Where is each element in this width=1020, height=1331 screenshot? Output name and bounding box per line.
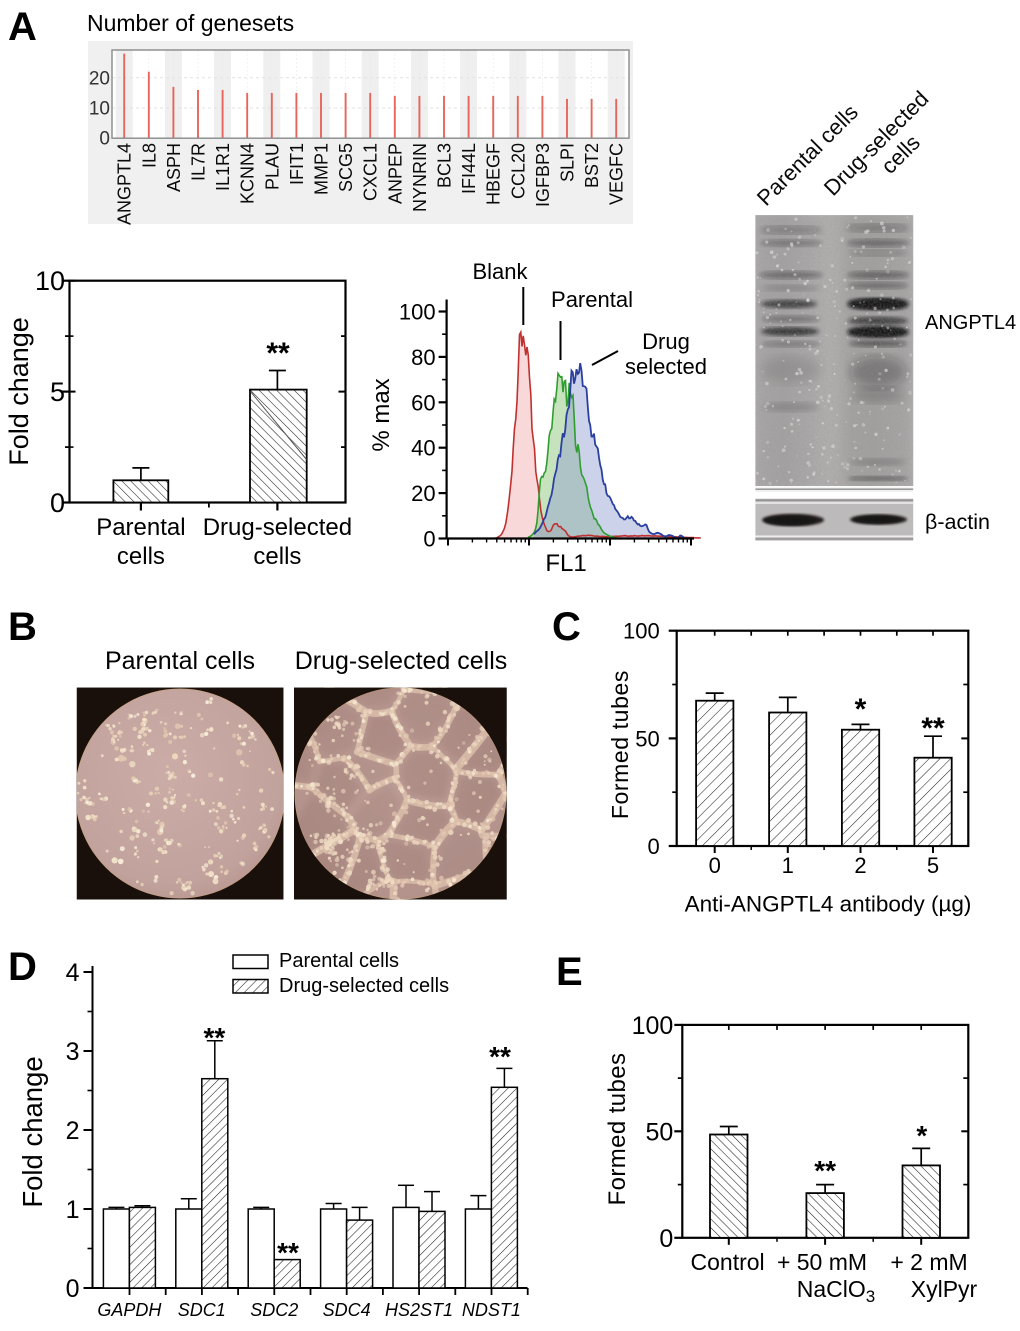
svg-text:β-actin: β-actin <box>925 510 990 534</box>
svg-text:+ 2 mM: + 2 mM <box>890 1249 967 1275</box>
svg-text:0: 0 <box>647 834 659 859</box>
svg-text:4: 4 <box>66 959 80 987</box>
svg-text:Drug-selected: Drug-selected <box>203 514 352 541</box>
svg-text:CCL20: CCL20 <box>508 143 528 199</box>
svg-text:selected: selected <box>625 354 707 379</box>
svg-text:80: 80 <box>411 345 435 370</box>
svg-text:Parental: Parental <box>96 514 185 541</box>
svg-text:Parental cells: Parental cells <box>279 950 399 972</box>
svg-text:**: ** <box>921 712 945 745</box>
svg-text:SDC1: SDC1 <box>178 1300 226 1320</box>
svg-text:5: 5 <box>50 377 65 407</box>
svg-text:2: 2 <box>66 1117 80 1145</box>
svg-text:0: 0 <box>50 488 65 518</box>
svg-text:Drug-selected cells: Drug-selected cells <box>295 647 508 675</box>
svg-text:KCNN4: KCNN4 <box>238 143 258 204</box>
svg-text:2: 2 <box>854 853 866 878</box>
svg-text:Formed tubes: Formed tubes <box>607 670 633 819</box>
svg-text:3: 3 <box>66 1038 80 1066</box>
svg-text:Formed tubes: Formed tubes <box>604 1053 631 1206</box>
svg-text:10: 10 <box>89 99 110 120</box>
svg-text:E: E <box>556 950 583 994</box>
svg-text:60: 60 <box>411 390 435 415</box>
svg-text:C: C <box>552 605 581 649</box>
svg-text:% max: % max <box>368 378 395 451</box>
svg-text:0: 0 <box>423 527 435 552</box>
svg-text:**: ** <box>204 1022 226 1053</box>
svg-text:*: * <box>916 1120 927 1151</box>
svg-text:SDC4: SDC4 <box>323 1300 371 1320</box>
svg-text:ANGPTL4: ANGPTL4 <box>925 312 1016 334</box>
svg-text:20: 20 <box>411 481 435 506</box>
svg-text:SCG5: SCG5 <box>336 143 356 192</box>
svg-text:**: ** <box>266 337 290 370</box>
svg-text:HS2ST1: HS2ST1 <box>385 1300 453 1320</box>
svg-text:NDST1: NDST1 <box>462 1300 521 1320</box>
svg-text:Fold change: Fold change <box>4 317 34 466</box>
svg-text:IFI44L: IFI44L <box>459 143 479 194</box>
svg-text:PLAU: PLAU <box>262 143 282 190</box>
svg-text:40: 40 <box>411 436 435 461</box>
svg-text:100: 100 <box>399 300 436 325</box>
svg-text:50: 50 <box>635 726 659 751</box>
svg-text:Blank: Blank <box>472 259 528 284</box>
svg-text:BST2: BST2 <box>582 143 602 188</box>
svg-text:IFIT1: IFIT1 <box>287 143 307 185</box>
svg-text:VEGFC: VEGFC <box>607 143 627 205</box>
svg-text:IL1R1: IL1R1 <box>213 143 233 191</box>
svg-text:IGFBP3: IGFBP3 <box>533 143 553 207</box>
svg-text:**: ** <box>277 1237 299 1268</box>
svg-text:HBEGF: HBEGF <box>484 143 504 205</box>
svg-text:CXCL1: CXCL1 <box>361 143 381 201</box>
svg-text:BCL3: BCL3 <box>435 143 455 188</box>
svg-text:Anti-ANGPTL4 antibody (µg): Anti-ANGPTL4 antibody (µg) <box>685 892 972 917</box>
svg-text:XylPyr: XylPyr <box>911 1276 978 1302</box>
svg-text:IL7R: IL7R <box>189 143 209 181</box>
svg-text:20: 20 <box>89 68 110 89</box>
svg-text:*: * <box>855 693 867 726</box>
svg-text:cells: cells <box>253 543 301 570</box>
svg-text:100: 100 <box>632 1012 674 1040</box>
svg-text:0: 0 <box>709 853 721 878</box>
svg-text:NaClO3: NaClO3 <box>797 1276 875 1306</box>
svg-text:Drug: Drug <box>642 329 690 354</box>
svg-text:0: 0 <box>99 129 110 150</box>
svg-text:**: ** <box>489 1041 511 1072</box>
svg-text:GAPDH: GAPDH <box>97 1300 162 1320</box>
svg-text:Parental: Parental <box>551 287 633 312</box>
svg-text:A: A <box>8 5 37 49</box>
svg-text:ANPEP: ANPEP <box>385 143 405 204</box>
svg-text:MMP1: MMP1 <box>312 143 332 195</box>
svg-text:100: 100 <box>623 619 660 644</box>
svg-text:5: 5 <box>927 853 939 878</box>
svg-text:Drug-selected cells: Drug-selected cells <box>279 975 449 997</box>
svg-text:SDC2: SDC2 <box>250 1300 298 1320</box>
svg-text:0: 0 <box>66 1275 80 1303</box>
svg-text:+ 50 mM: + 50 mM <box>777 1249 867 1275</box>
svg-text:NYNRIN: NYNRIN <box>410 143 430 212</box>
svg-text:50: 50 <box>645 1118 673 1146</box>
svg-text:FL1: FL1 <box>545 550 586 577</box>
svg-text:ASPH: ASPH <box>164 143 184 192</box>
svg-text:cells: cells <box>117 543 165 570</box>
svg-text:Fold change: Fold change <box>17 1056 48 1207</box>
svg-text:0: 0 <box>659 1225 673 1253</box>
svg-text:Control: Control <box>691 1249 765 1275</box>
svg-text:SLPI: SLPI <box>558 143 578 182</box>
svg-text:D: D <box>8 945 37 989</box>
svg-text:IL8: IL8 <box>139 143 159 168</box>
svg-text:Parental cells: Parental cells <box>105 647 255 675</box>
svg-text:1: 1 <box>782 853 794 878</box>
svg-text:B: B <box>8 605 37 649</box>
svg-text:1: 1 <box>66 1196 80 1224</box>
svg-text:10: 10 <box>35 266 65 296</box>
svg-text:ANGPTL4: ANGPTL4 <box>115 143 135 225</box>
svg-text:**: ** <box>814 1155 836 1186</box>
svg-text:Number of genesets: Number of genesets <box>87 10 294 36</box>
